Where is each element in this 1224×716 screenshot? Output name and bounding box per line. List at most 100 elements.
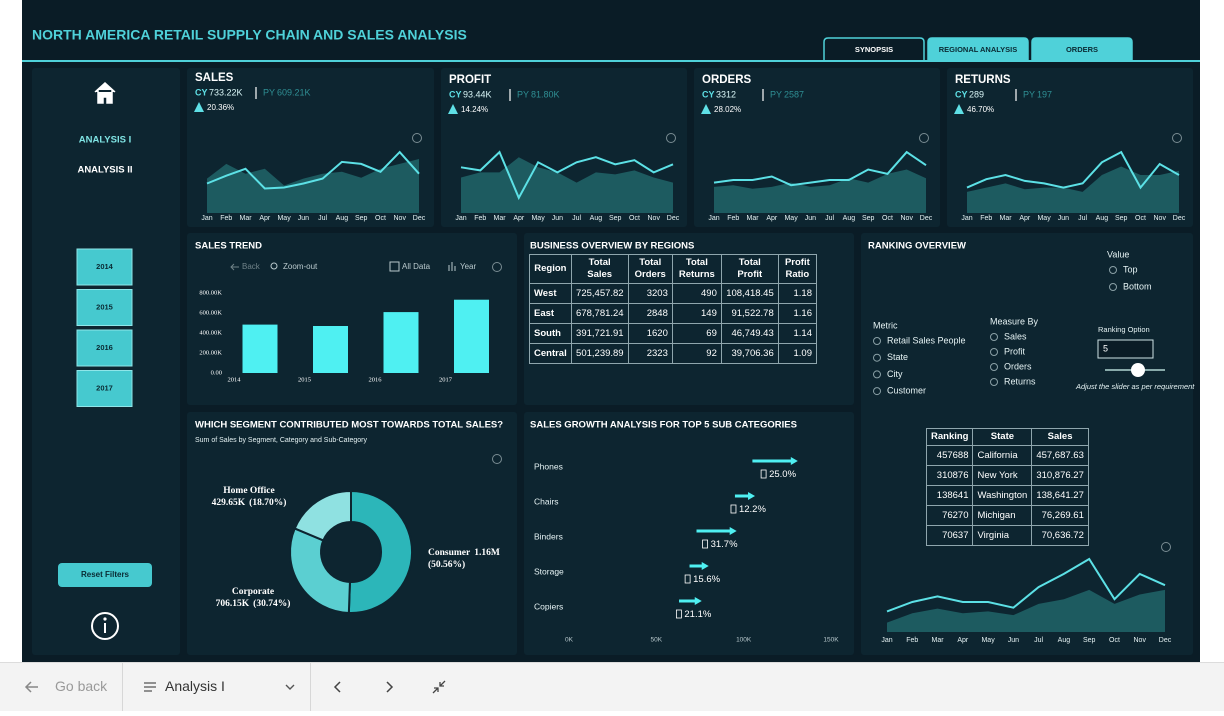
toolbar-item[interactable]: Zoom-out	[283, 262, 318, 271]
radio-label[interactable]: State	[887, 352, 908, 362]
x-tick-label: Oct	[1135, 215, 1146, 222]
column-header: Total Sales	[570, 254, 629, 284]
kpi-label: PY	[770, 89, 782, 99]
help-icon[interactable]	[666, 133, 676, 143]
kpi-title: PROFIT	[449, 74, 491, 86]
prev-icon[interactable]	[332, 680, 344, 694]
collapse-icon[interactable]	[432, 680, 446, 694]
dropdown-icon[interactable]	[284, 681, 296, 693]
home-icon[interactable]	[94, 81, 116, 104]
page-selector[interactable]: Analysis I	[165, 678, 225, 694]
radio-label[interactable]: Orders	[1004, 361, 1032, 371]
slice-percent: (30.74%)	[253, 598, 290, 609]
year-button[interactable]	[76, 248, 133, 286]
help-icon[interactable]	[492, 454, 502, 464]
radio-label[interactable]: Top	[1123, 264, 1138, 274]
table-row: West 725,457.82 3203 490 108,418.45 1.18	[529, 283, 818, 304]
x-tick-label: Jan	[201, 215, 212, 222]
year-label[interactable]: 2016	[96, 343, 113, 352]
radio-label[interactable]: Customer	[887, 385, 926, 395]
toolbar-item[interactable]: All Data	[402, 262, 431, 271]
radio[interactable]	[990, 333, 998, 341]
x-tick-label: Jan	[708, 215, 719, 222]
x-tick-label: Oct	[882, 215, 893, 222]
category-label: Chairs	[534, 496, 559, 506]
help-icon[interactable]	[1172, 133, 1182, 143]
slice-label: Home Office	[223, 486, 274, 496]
table-row: East 678,781.24 2848 149 91,522.78 1.16	[529, 303, 818, 324]
help-icon[interactable]	[492, 262, 502, 272]
x-tick-label: 2014	[228, 376, 242, 383]
nav-link[interactable]: ANALYSIS II	[77, 165, 132, 176]
kpi-label: CY	[449, 89, 462, 99]
kpi-up	[701, 104, 711, 114]
table-cell: 501,239.89	[570, 343, 629, 364]
ranking-input-value[interactable]: 5	[1103, 343, 1108, 353]
year-button[interactable]	[76, 370, 133, 407]
column-header: Ranking	[925, 428, 974, 446]
x-tick-label: May	[277, 215, 291, 222]
slider-knob[interactable]	[1131, 363, 1145, 377]
x-tick-label: 0K	[565, 637, 574, 644]
help-icon[interactable]	[919, 133, 929, 143]
radio-label[interactable]: Bottom	[1123, 281, 1152, 291]
radio-label[interactable]: Profit	[1004, 346, 1026, 356]
radio[interactable]	[1109, 266, 1117, 274]
x-tick-label: Aug	[1058, 637, 1071, 644]
menu-icon[interactable]	[143, 680, 157, 694]
x-tick-label: Feb	[906, 637, 918, 644]
radio-label[interactable]: Sales	[1004, 331, 1027, 341]
x-tick-label: Apr	[766, 215, 778, 222]
radio-label[interactable]: City	[887, 369, 903, 379]
tab[interactable]	[1031, 37, 1133, 60]
radio-label[interactable]: Returns	[1004, 376, 1036, 386]
reset-button[interactable]	[58, 563, 152, 587]
reset-label[interactable]: Reset Filters	[81, 570, 130, 579]
tab[interactable]	[927, 37, 1029, 60]
radio[interactable]	[873, 353, 881, 362]
year-button[interactable]	[76, 289, 133, 326]
x-tick-label: Nov	[648, 215, 661, 222]
toolbar-item[interactable]: Back	[242, 262, 261, 271]
x-tick-label: Aug	[1096, 215, 1109, 222]
radio[interactable]	[1109, 283, 1117, 291]
x-tick-label: Feb	[474, 215, 486, 222]
nav-link[interactable]: ANALYSIS I	[79, 135, 131, 146]
radio[interactable]	[873, 387, 881, 396]
panel-title: RANKING OVERVIEW	[868, 241, 966, 252]
table-cell: West	[529, 283, 572, 304]
table-cell: 108,418.45	[720, 283, 779, 304]
radio[interactable]	[990, 348, 998, 356]
year-label[interactable]: 2015	[96, 302, 113, 311]
column-header: Total Orders	[627, 254, 673, 284]
year-label[interactable]: 2017	[96, 383, 113, 392]
ranking-input[interactable]	[1097, 339, 1154, 359]
growth-panel	[524, 412, 854, 655]
table-cell: 69	[671, 323, 722, 344]
tab-label[interactable]: SYNOPSIS	[855, 45, 893, 54]
go-back[interactable]: Go back	[55, 678, 108, 694]
table-cell: 310876	[925, 465, 974, 486]
radio[interactable]	[990, 378, 998, 386]
growth-label: 21.1%	[684, 609, 711, 620]
tab-label[interactable]: ORDERS	[1066, 45, 1098, 54]
header-row: Region Total Sales Total Orders Total Retur…	[529, 254, 818, 284]
arrow-head	[694, 597, 702, 605]
arrow-head	[748, 492, 756, 500]
tab[interactable]	[823, 37, 925, 60]
year-label[interactable]: 2014	[96, 262, 114, 271]
help-icon[interactable]	[1161, 542, 1171, 552]
info-icon[interactable]	[91, 612, 119, 640]
toolbar-item[interactable]: Year	[460, 262, 477, 271]
next-icon[interactable]	[383, 680, 395, 694]
radio[interactable]	[873, 337, 881, 345]
kpi-up	[194, 102, 204, 112]
radio[interactable]	[990, 363, 998, 371]
help-icon[interactable]	[412, 133, 422, 143]
radio[interactable]	[873, 370, 881, 379]
back-icon[interactable]	[24, 679, 40, 695]
tab-label[interactable]: REGIONAL ANALYSIS	[939, 45, 1018, 54]
radio-label[interactable]: Retail Sales People	[887, 335, 966, 345]
year-button[interactable]	[76, 329, 133, 367]
x-tick-label: Apr	[957, 637, 969, 644]
